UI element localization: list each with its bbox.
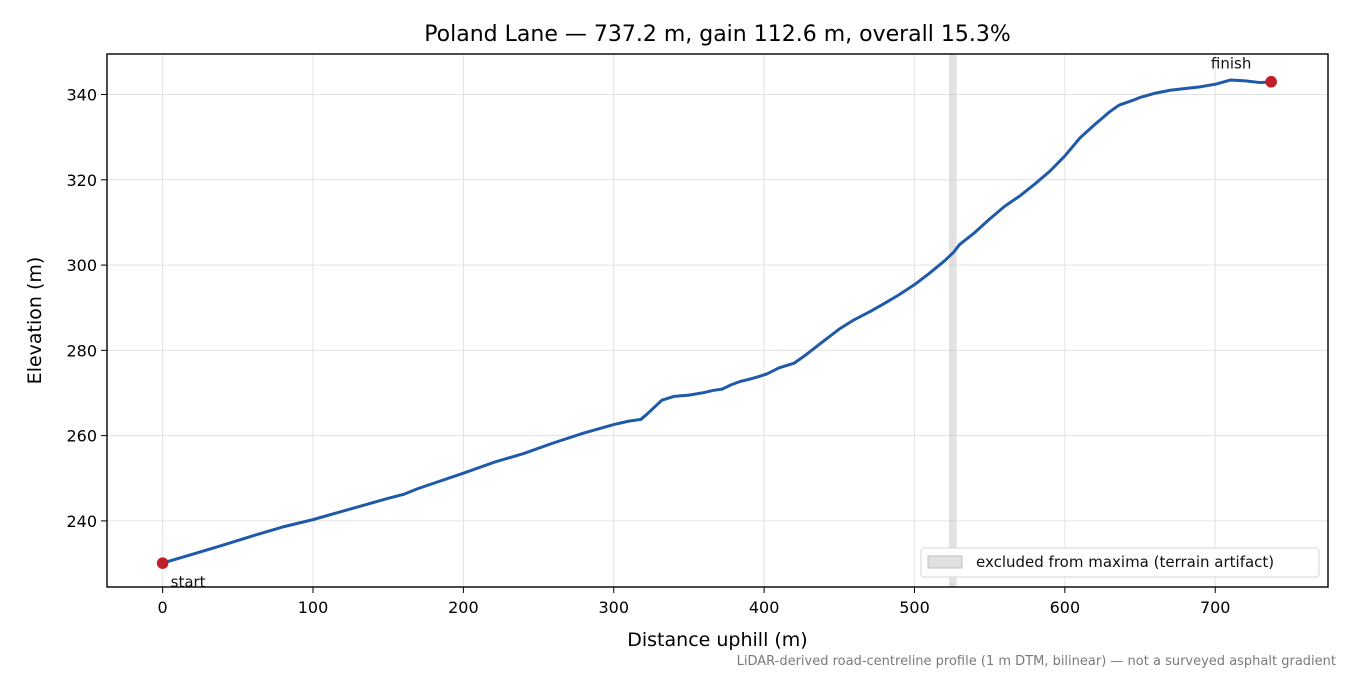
x-tick-label: 200 <box>448 598 479 617</box>
y-tick-label: 340 <box>66 86 97 105</box>
legend-box <box>920 547 1320 578</box>
y-tick-label: 260 <box>66 427 97 446</box>
elevation-line <box>161 78 1273 565</box>
x-tick-label: 0 <box>158 598 168 617</box>
y-tick-label: 300 <box>66 256 97 275</box>
y-tick-label: 240 <box>66 512 97 531</box>
y-tick-label: 280 <box>66 341 97 360</box>
y-axis-label: Elevation (m) <box>24 257 46 385</box>
chart-title: Poland Lane — 737.2 m, gain 112.6 m, ove… <box>424 22 1011 47</box>
x-tick-label: 300 <box>598 598 629 617</box>
y-tick-label: 320 <box>66 171 97 190</box>
excluded-band <box>949 54 957 587</box>
legend-swatch <box>927 555 963 569</box>
ticks-layer: 0 100 200 300 400 500 600 700 240 260 280 300 320 340 <box>66 86 1230 617</box>
finish-point <box>1265 75 1277 88</box>
finish-label: finish <box>1211 55 1251 73</box>
start-point <box>156 557 169 569</box>
x-tick-label: 400 <box>749 598 780 617</box>
plot-frame <box>106 53 1329 588</box>
legend: excluded from maxima (terrain artifact) <box>920 547 1320 578</box>
x-tick-label: 600 <box>1050 598 1081 617</box>
footer-note: LiDAR-derived road-centreline profile (1… <box>737 654 1336 669</box>
x-axis-label: Distance uphill (m) <box>627 629 807 651</box>
legend-label: excluded from maxima (terrain artifact) <box>976 553 1274 571</box>
start-label: start <box>171 573 206 591</box>
x-tick-label: 700 <box>1200 598 1231 617</box>
x-tick-label: 500 <box>899 598 930 617</box>
x-tick-label: 100 <box>298 598 329 617</box>
